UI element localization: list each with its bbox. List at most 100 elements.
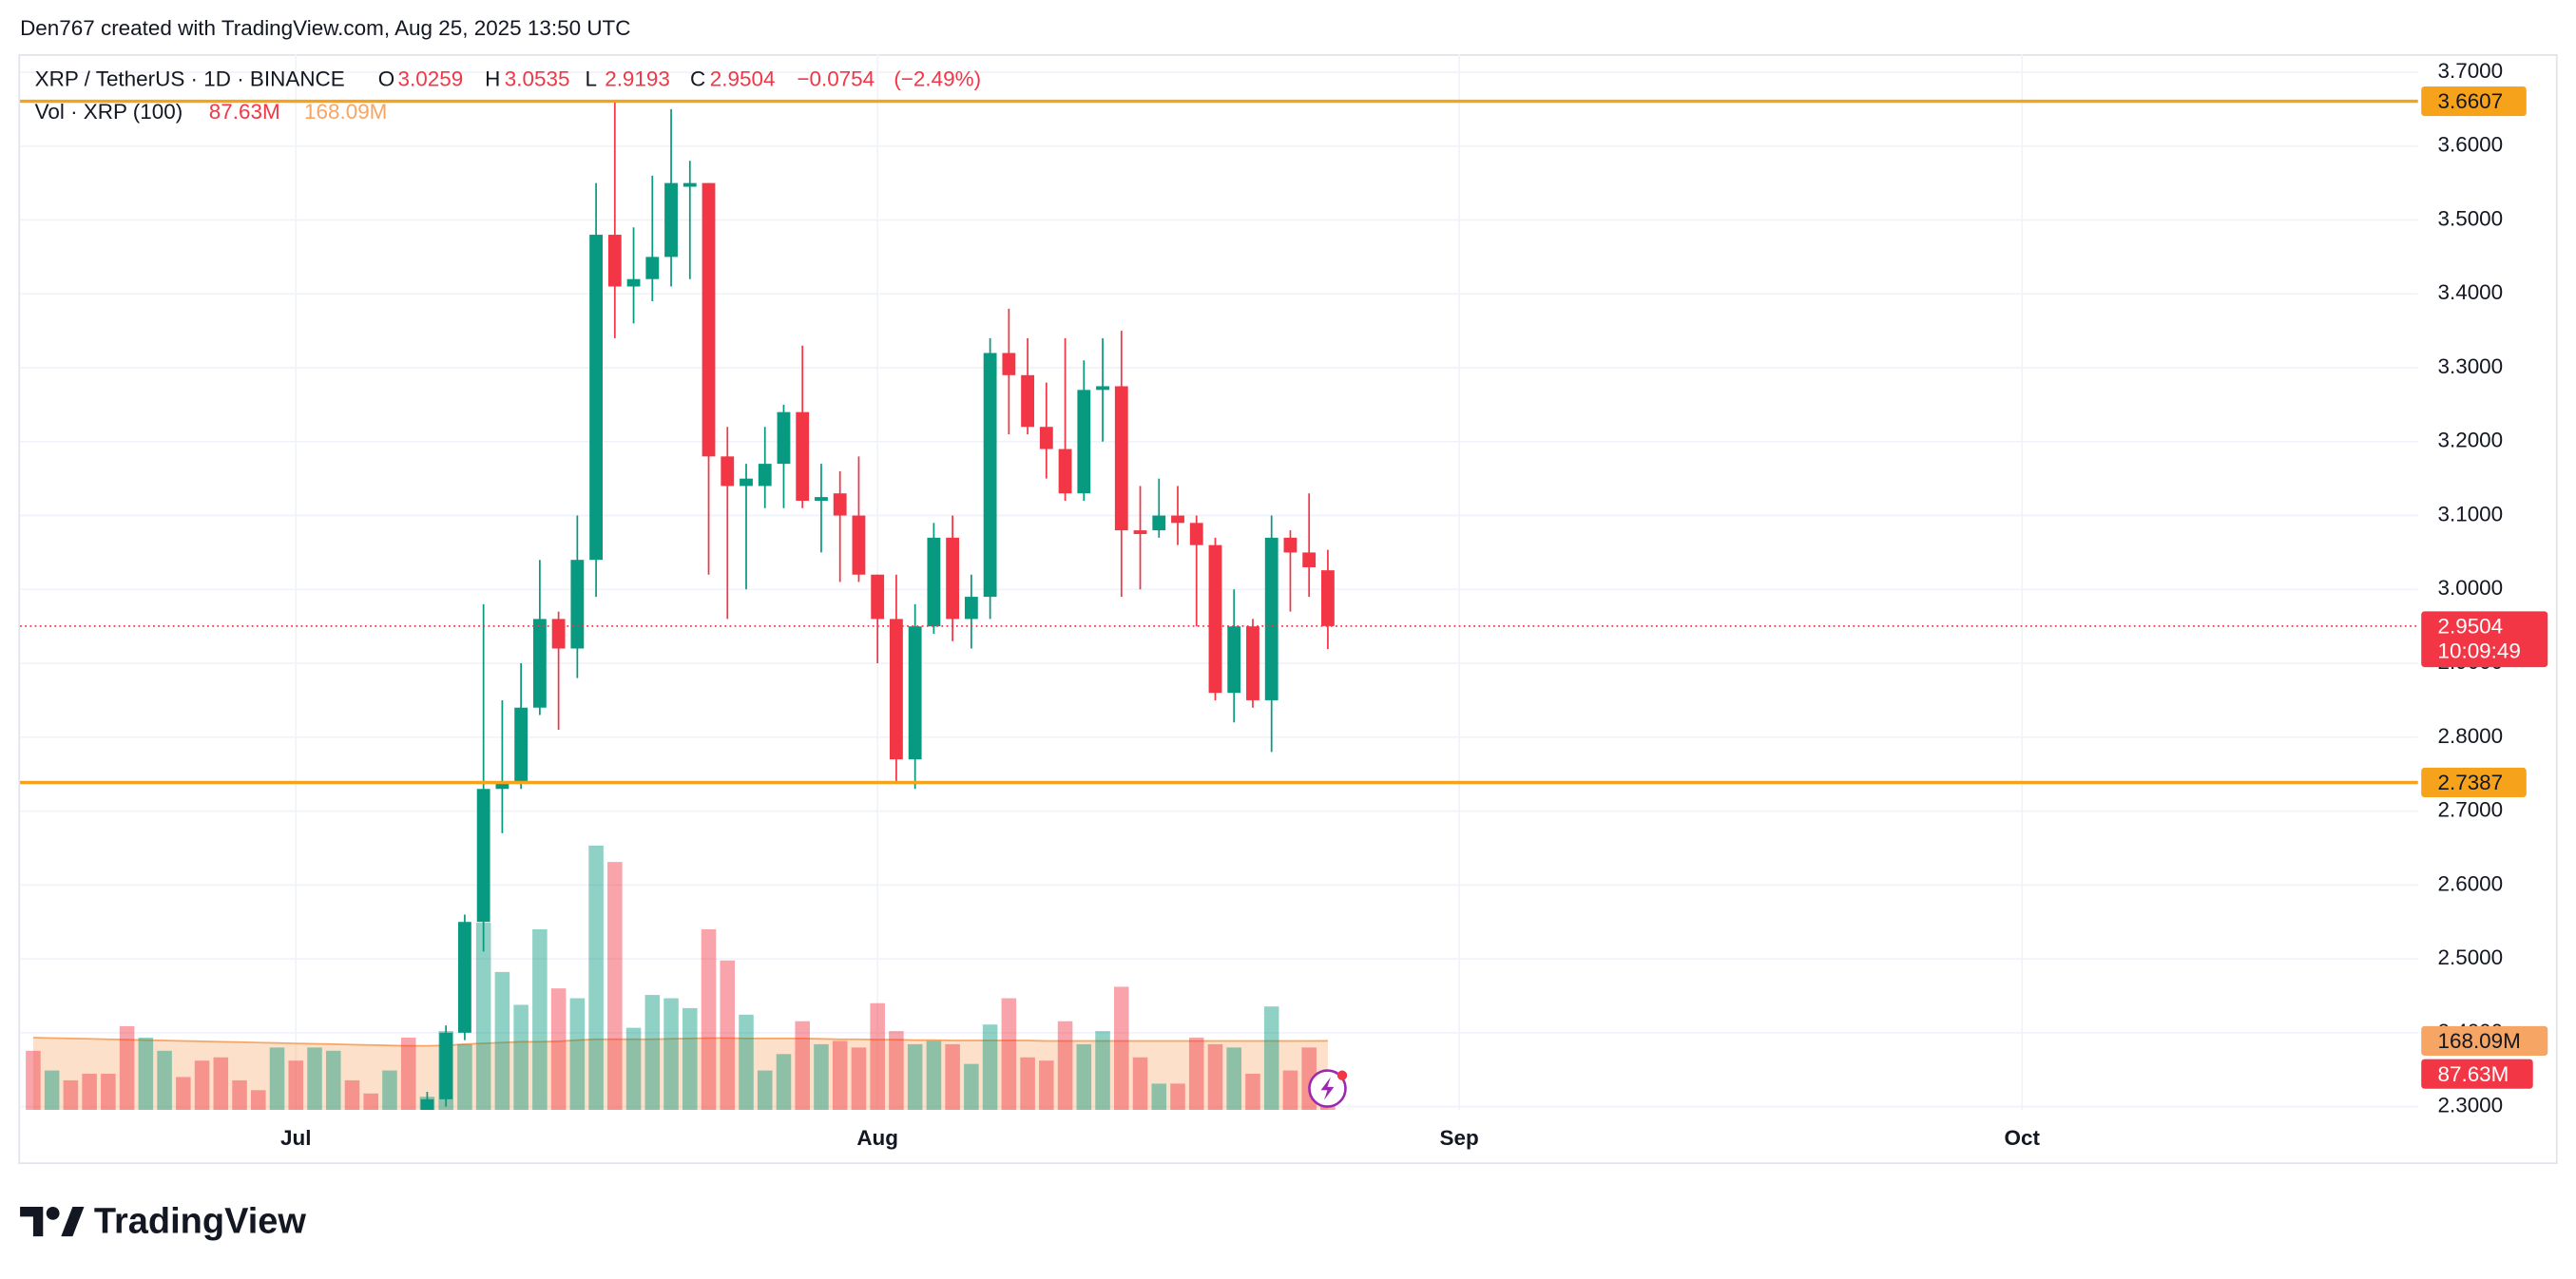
volume-bar [795,1021,810,1111]
volume-bar [663,998,679,1111]
volume-bar [814,1043,829,1111]
volume-bar [1151,1083,1167,1111]
candle-body [1246,626,1259,700]
x-tick-label: Oct [2005,1126,2041,1150]
candle-body [908,626,922,760]
volume-bar [1132,1057,1148,1111]
volume-bar [1263,1006,1279,1111]
volume-bar [625,1027,642,1111]
volume-bar [550,988,567,1111]
volume-bar [82,1074,97,1111]
legend-text: XRP / TetherUS · 1D · BINANCE [35,67,345,91]
volume-bar [1020,1057,1035,1111]
volume-bar [532,928,548,1111]
volume-bar [1245,1074,1260,1111]
volume-bar [119,1025,135,1111]
volume-bar [63,1079,79,1111]
legend-text: H [485,67,500,91]
y-tick-label: 2.6000 [2437,871,2503,895]
volume-bar [870,1002,885,1111]
alert-icon [1308,1069,1348,1108]
candle-body [439,1032,453,1099]
level-tag [2421,86,2527,117]
volume-bar [494,971,510,1111]
brand-name: TradingView [94,1201,307,1241]
candle-body [1283,537,1298,553]
level-tag-label: 2.7387 [2437,771,2503,794]
volume-ma-line [32,1037,1328,1047]
candle-body [664,182,678,258]
volume-ma-tag [2421,1025,2548,1056]
legend-text: 3.0535 [505,67,570,91]
candle-body [476,789,490,923]
volume-bar [832,1040,848,1111]
y-tick-label: 2.7000 [2437,798,2503,822]
volume-bar [720,960,736,1111]
legend-text: O [378,67,394,91]
candle-body [1096,386,1109,391]
candle-body [682,182,697,187]
volume-bar [269,1047,285,1111]
volume-bar [851,1047,867,1111]
volume-bar [1076,1043,1092,1111]
legend-text: (−2.49%) [894,67,981,91]
y-tick-label: 3.7000 [2437,59,2503,83]
candle-body [607,235,622,287]
volume-bar [964,1063,979,1111]
level-tag-label: 3.6607 [2437,89,2503,113]
countdown: 10:09:49 [2437,639,2520,662]
volume-bar [213,1057,229,1111]
legend-text: L [585,67,597,91]
volume-bar [307,1047,322,1111]
candle-body [758,464,772,487]
volume-bar [588,845,604,1111]
legend-text: C [690,67,705,91]
candle-body [852,515,866,575]
volume-bar [1095,1031,1110,1111]
volume-bar [382,1070,397,1111]
volume-bar [288,1060,304,1111]
volume-bar [1207,1043,1223,1111]
volume-tag [2421,1059,2533,1089]
volume-ma-tag-label: 168.09M [2437,1029,2520,1053]
volume-bar [607,862,623,1111]
candle-body [1002,353,1016,375]
y-tick-label: 2.3000 [2437,1094,2503,1117]
legend-text: −0.0754 [797,67,875,91]
volume-bar [513,1004,529,1111]
candle-body [1208,544,1222,694]
candle-body [871,574,885,620]
legend-text: 168.09M [304,100,387,124]
candle-body [589,235,603,561]
legend-text: 3.0259 [398,67,464,91]
volume-bar [363,1093,378,1111]
volume-bar [157,1050,172,1111]
volume-bar [889,1031,904,1111]
volume-bar [1188,1038,1204,1111]
volume-bar [1039,1060,1054,1111]
candle-body [815,497,828,501]
candle-body [1189,523,1203,545]
volume-bar [325,1050,341,1111]
volume-ma-area [32,1038,1328,1111]
candle-body [532,619,547,708]
candle-body [570,560,585,649]
volume-bar [457,1043,472,1111]
y-tick-label: 2.5000 [2437,945,2503,969]
candle-body [1077,390,1091,494]
x-tick-label: Aug [856,1126,898,1150]
legend-text: 2.9193 [605,67,670,91]
candle-body [1058,449,1072,494]
volume-bar [1282,1070,1298,1111]
candle-body [1114,386,1128,531]
volume-bar [739,1014,754,1111]
candle-body [1021,374,1035,428]
legend-text: 2.9504 [710,67,776,91]
volume-bar [1114,986,1129,1111]
candle-body [946,537,960,620]
volume-tag-label: 87.63M [2437,1062,2509,1086]
volume-bar [982,1024,998,1111]
candle-body [702,182,716,457]
